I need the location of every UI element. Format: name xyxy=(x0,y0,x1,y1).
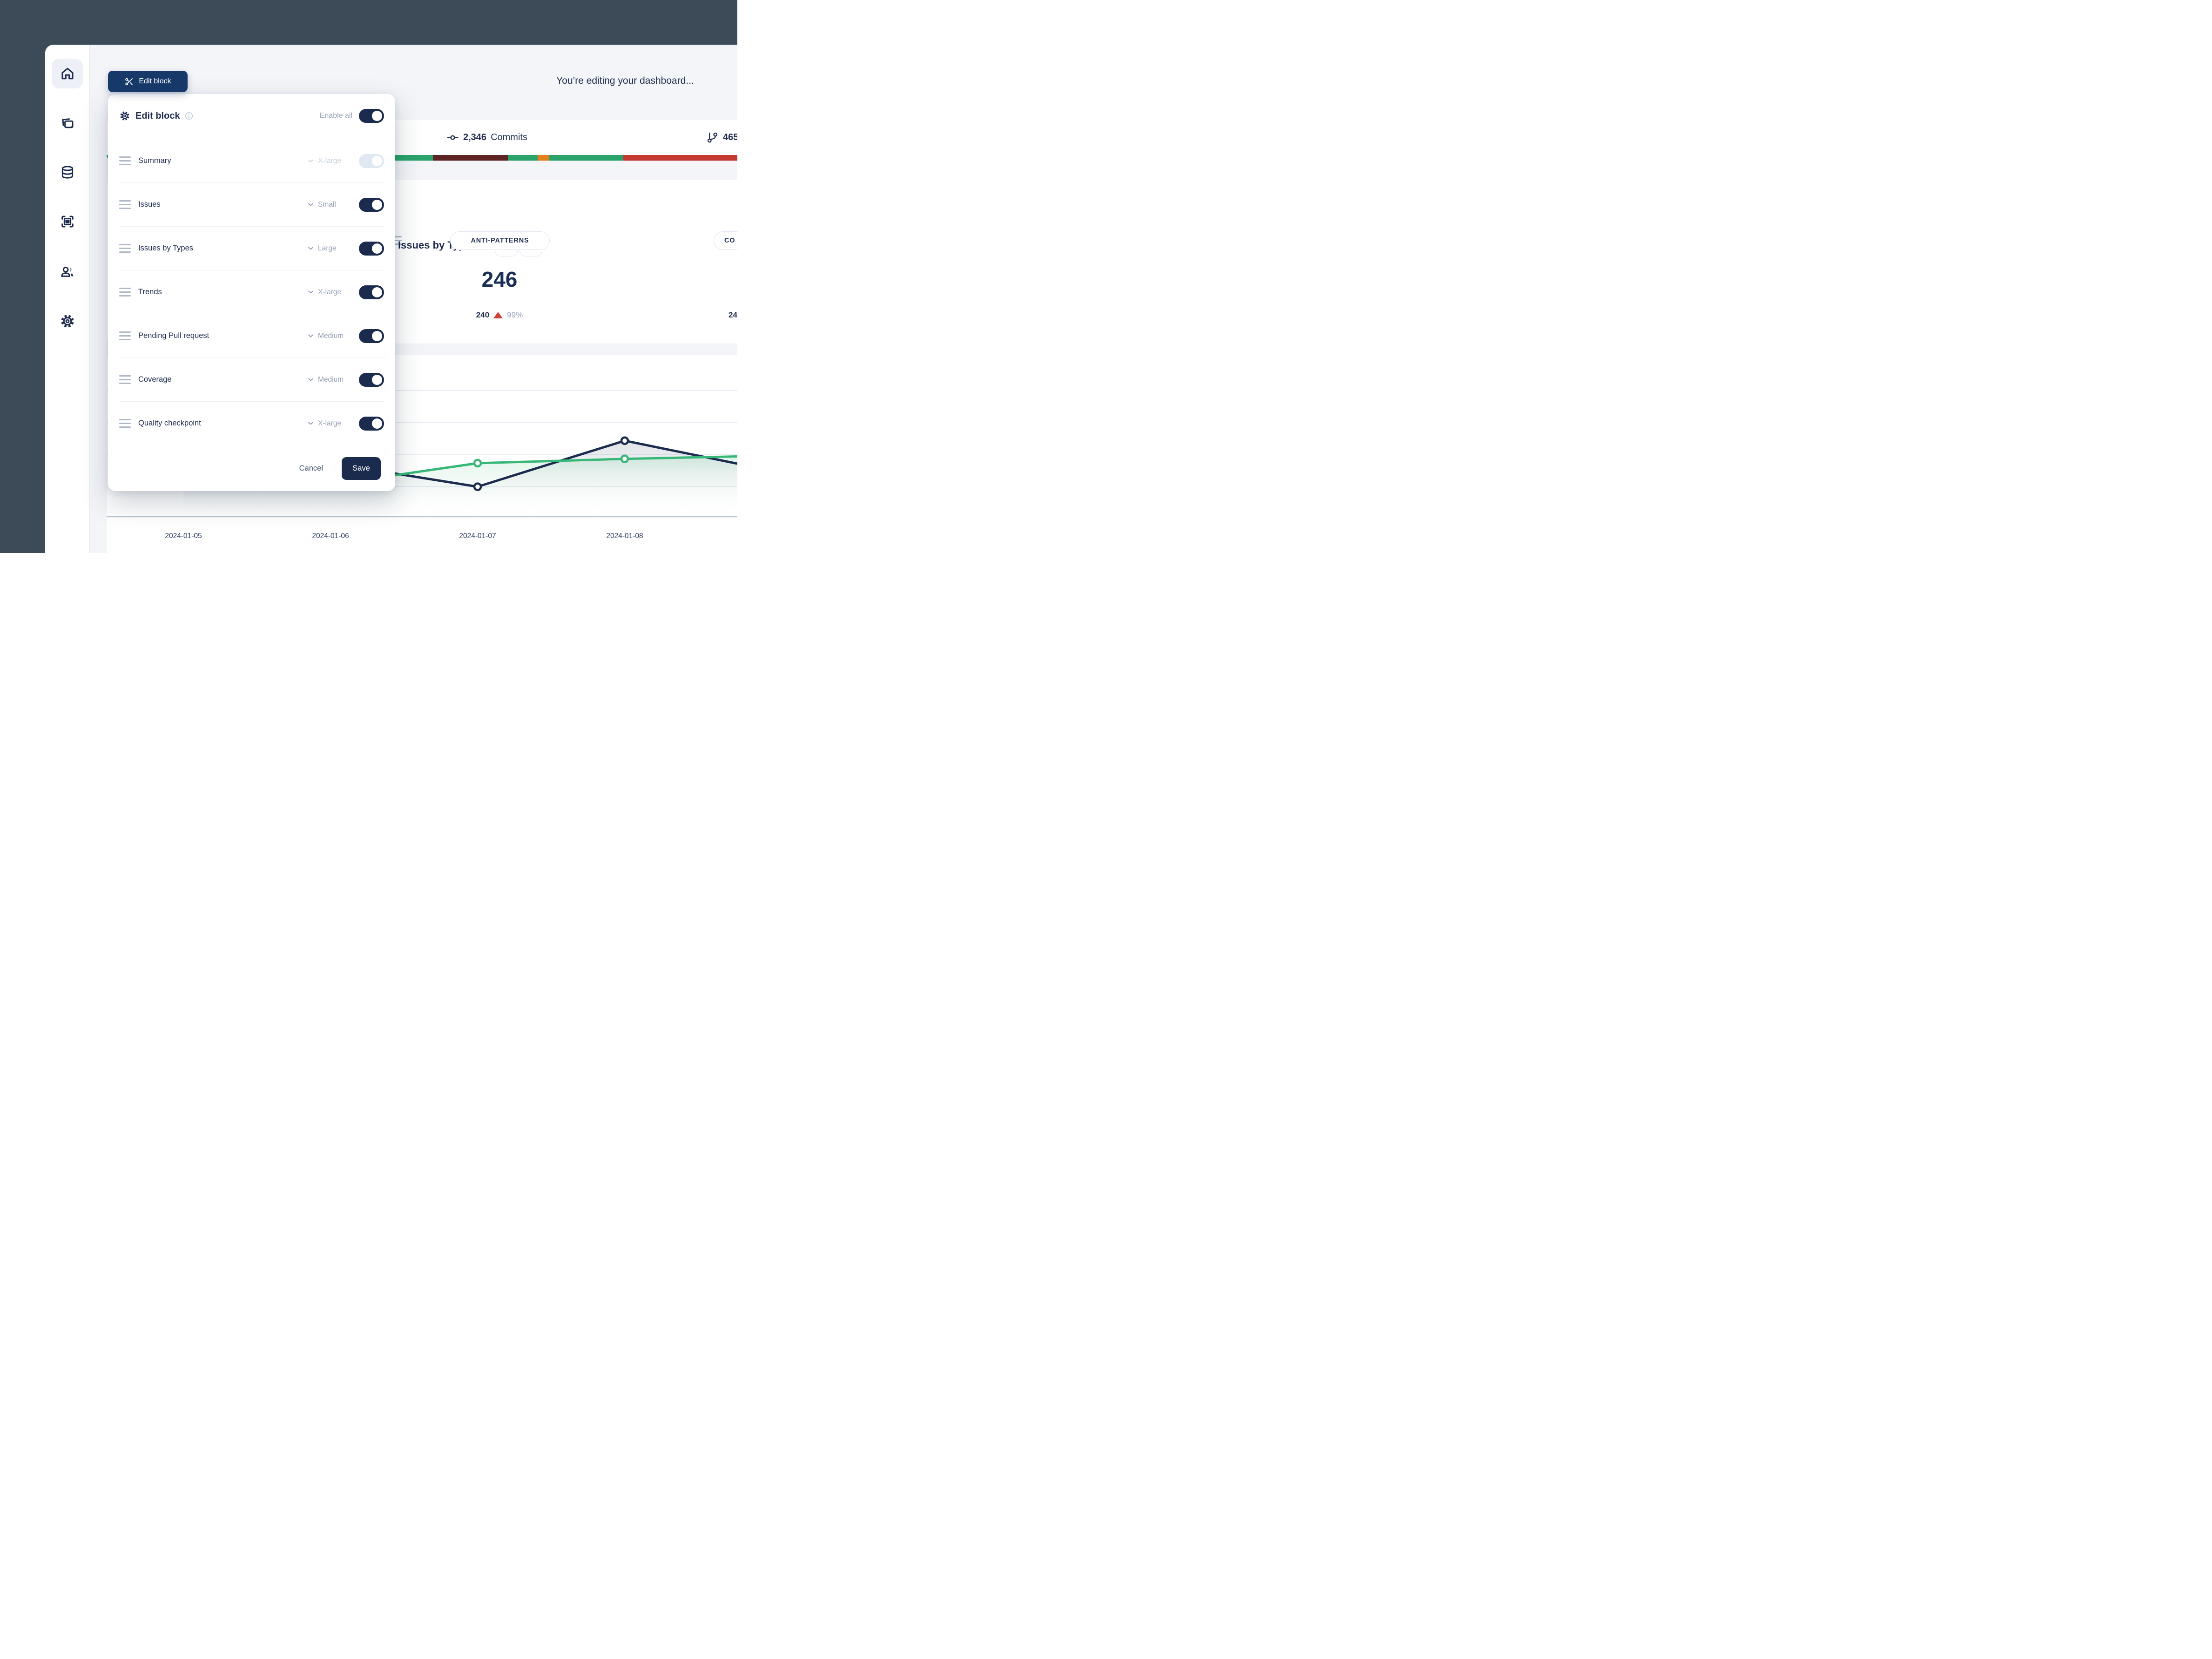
editing-banner: You’re editing your dashboard... xyxy=(556,75,694,86)
modal-row[interactable]: Pending Pull request Medium xyxy=(119,314,384,358)
drag-handle-icon[interactable] xyxy=(119,156,131,166)
branches-value: 465 xyxy=(723,132,737,142)
block-label: Trends xyxy=(138,288,162,296)
sidebar-item-scan[interactable] xyxy=(52,207,83,236)
drag-handle-icon[interactable] xyxy=(119,331,131,341)
chevron-down-icon[interactable] xyxy=(306,200,315,209)
drag-handle-icon[interactable] xyxy=(119,287,131,297)
block-toggle[interactable] xyxy=(359,154,384,168)
sidebar-item-team[interactable] xyxy=(52,257,83,287)
trend-percent: 99% xyxy=(507,310,523,319)
previous-value: 240 xyxy=(476,310,490,319)
chevron-down-icon[interactable] xyxy=(306,375,315,384)
modal-header: Edit block Enable all xyxy=(108,94,395,138)
block-toggle[interactable] xyxy=(359,197,384,212)
app-surface: You’re editing your dashboard... 2,346 C… xyxy=(45,45,737,553)
modal-row[interactable]: Issues Small xyxy=(119,183,384,227)
anti-patterns-value: 246 xyxy=(481,267,518,291)
x-axis-label: 2024-01-06 xyxy=(312,532,349,540)
block-label: Issues xyxy=(138,200,161,209)
commits-stat: 2,346 Commits xyxy=(446,120,527,155)
chevron-down-icon[interactable] xyxy=(306,156,315,165)
drag-handle-icon[interactable] xyxy=(390,236,402,247)
sidebar xyxy=(45,45,90,553)
trend-up-icon xyxy=(493,312,503,318)
commits-value: 2,346 xyxy=(463,132,487,142)
sidebar-item-settings[interactable] xyxy=(52,306,83,336)
enable-all-label: Enable all xyxy=(319,112,352,120)
x-axis-label: 2024-01-05 xyxy=(165,532,202,540)
chevron-down-icon[interactable] xyxy=(306,244,315,253)
drag-handle-icon[interactable] xyxy=(119,200,131,209)
git-commit-icon xyxy=(447,135,459,140)
database-icon xyxy=(61,166,73,179)
modal-row[interactable]: Trends X-large xyxy=(119,270,384,314)
home-icon xyxy=(61,67,74,80)
drag-handle-icon[interactable] xyxy=(119,375,131,384)
size-select-value[interactable]: Medium xyxy=(318,331,344,340)
commits-label: Commits xyxy=(491,132,527,142)
window-frame: You’re editing your dashboard... 2,346 C… xyxy=(0,0,737,553)
edit-block-modal: Edit block Enable all Summary X-large Is… xyxy=(108,94,395,491)
chevron-down-icon[interactable] xyxy=(306,331,315,340)
modal-row[interactable]: Quality checkpoint X-large xyxy=(119,402,384,445)
chevron-down-icon[interactable] xyxy=(306,288,315,297)
sidebar-item-pages[interactable] xyxy=(52,108,83,138)
size-select-value[interactable]: Medium xyxy=(318,375,344,384)
anti-patterns-trend: 240 99% xyxy=(450,307,549,324)
clipped-trend: 24 xyxy=(728,310,737,319)
modal-actions: Cancel Save xyxy=(297,451,381,486)
clipped-chip: CO xyxy=(714,231,737,250)
block-toggle[interactable] xyxy=(359,416,384,431)
block-toggle[interactable] xyxy=(359,372,384,387)
modal-rows: Summary X-large Issues Small Issues by T… xyxy=(119,139,384,445)
edit-block-button[interactable]: Edit block xyxy=(108,71,188,92)
drag-handle-icon[interactable] xyxy=(119,418,131,428)
cancel-button[interactable]: Cancel xyxy=(297,464,326,473)
x-axis-label: 2024-01-08 xyxy=(606,532,643,540)
size-select-value[interactable]: X-large xyxy=(318,156,341,165)
scissors-icon xyxy=(125,78,133,85)
block-label: Issues by Types xyxy=(138,244,194,252)
drag-handle-icon[interactable] xyxy=(119,243,131,253)
block-label: Quality checkpoint xyxy=(138,419,201,427)
gear-icon xyxy=(61,315,74,328)
sidebar-item-home[interactable] xyxy=(52,59,83,88)
save-button[interactable]: Save xyxy=(342,457,381,480)
block-toggle[interactable] xyxy=(359,241,384,256)
team-icon xyxy=(61,266,73,277)
block-label: Pending Pull request xyxy=(138,331,209,340)
enable-all-toggle[interactable] xyxy=(359,109,384,123)
enable-all: Enable all xyxy=(320,109,384,123)
size-select-value[interactable]: X-large xyxy=(318,419,341,427)
size-select-value[interactable]: Large xyxy=(318,244,337,252)
anti-patterns-chip: ANTI-PATTERNS xyxy=(450,231,550,250)
sidebar-item-database[interactable] xyxy=(52,157,83,187)
chevron-down-icon[interactable] xyxy=(306,419,315,428)
git-branch-icon xyxy=(707,132,718,142)
x-axis-label: 2024-01-07 xyxy=(459,532,496,540)
modal-title: Edit block xyxy=(135,110,180,121)
modal-row[interactable]: Coverage Medium xyxy=(119,358,384,402)
scan-document-icon xyxy=(61,216,74,228)
size-select-value[interactable]: Small xyxy=(318,200,336,209)
block-toggle[interactable] xyxy=(359,285,384,299)
block-toggle[interactable] xyxy=(359,329,384,343)
pages-icon xyxy=(61,118,74,128)
gear-icon xyxy=(120,111,129,121)
size-select-value[interactable]: X-large xyxy=(318,288,341,296)
info-icon[interactable] xyxy=(184,111,194,121)
modal-row[interactable]: Issues by Types Large xyxy=(119,227,384,270)
block-label: Coverage xyxy=(138,375,172,384)
branches-stat: 465 xyxy=(706,120,737,155)
modal-row[interactable]: Summary X-large xyxy=(119,139,384,183)
block-label: Summary xyxy=(138,156,171,165)
